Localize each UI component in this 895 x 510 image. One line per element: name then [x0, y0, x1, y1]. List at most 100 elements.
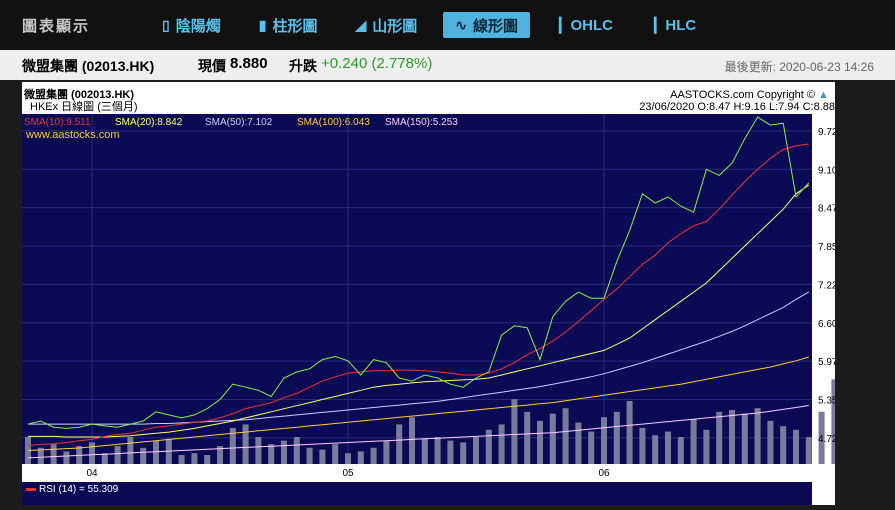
- volume-bar: [229, 428, 236, 464]
- copyright-text: AASTOCKS.com Copyright ©: [670, 89, 815, 101]
- current-price: 8.880: [230, 55, 268, 72]
- volume-bar: [690, 419, 697, 464]
- tab-bar[interactable]: ▮ 柱形圖: [258, 16, 318, 35]
- y-tick-label: 9.100: [818, 165, 835, 176]
- volume-bar: [703, 429, 710, 464]
- line-chart-icon: ∿: [455, 16, 467, 33]
- volume-bar: [50, 444, 57, 464]
- series-line-sma100: [27, 356, 809, 451]
- y-tick-label: 6.600: [818, 319, 835, 330]
- volume-bar: [805, 437, 812, 464]
- volume-bar: [127, 437, 134, 464]
- sma-legend-item: SMA(10):9.511: [24, 117, 91, 128]
- volume-bar: [511, 399, 518, 464]
- volume-bar: [562, 408, 569, 464]
- volume-bar: [153, 440, 159, 464]
- volume-bar: [370, 447, 377, 464]
- volume-bar: [114, 446, 121, 464]
- volume-bar: [281, 440, 287, 464]
- volume-bar: [613, 411, 620, 464]
- volume-bar: [293, 437, 300, 464]
- area-chart-icon: ◢: [355, 16, 367, 33]
- chart-settings-icon[interactable]: ▲: [818, 89, 829, 101]
- volume-bar: [345, 453, 351, 464]
- price-lines: [27, 116, 810, 459]
- volume-bar: [575, 422, 582, 464]
- price-plot-area: [22, 114, 812, 464]
- volume-bar: [741, 413, 748, 464]
- top-toolbar: 圖表顯示 ▯ 陰陽燭 ▮ 柱形圖 ◢ 山形圖 ∿ 線形圖 ┃ OHLC ┃ HLC: [0, 0, 895, 50]
- volume-bar: [63, 451, 70, 464]
- volume-bar: [626, 401, 633, 464]
- rsi-legend-swatch: [26, 488, 36, 491]
- grid-lines: [22, 114, 812, 464]
- volume-bar: [780, 426, 787, 464]
- volume-bar: [665, 431, 671, 464]
- price-chart: 微盟集團 (002013.HK) HKEx 日線圖 (三個月) AASTOCKS…: [22, 87, 851, 505]
- series-line-sma150: [27, 405, 809, 459]
- volume-bar: [447, 440, 454, 464]
- last-updated: 最後更新: 2020-06-23 14:26: [724, 60, 874, 74]
- volume-bar: [498, 424, 505, 464]
- series-line-sma50: [28, 291, 810, 425]
- volume-bar: [818, 411, 825, 464]
- chart-panel: 微盟集團 (002013.HK) HKEx 日線圖 (三個月) AASTOCKS…: [22, 82, 851, 505]
- volume-bar: [421, 438, 428, 464]
- volume-bar: [473, 437, 479, 464]
- volume-bar: [729, 410, 735, 464]
- volume-bar: [319, 449, 326, 464]
- chart-stock-name: 微盟集團 (002013.HK): [23, 87, 134, 101]
- volume-bar: [460, 442, 467, 464]
- volume-bar: [588, 431, 595, 464]
- sma-legend: SMA(10):9.511 SMA(20):8.842 SMA(50):7.102 S…: [24, 117, 458, 128]
- volume-bar: [191, 453, 198, 464]
- price-change: +0.240 (2.778%): [321, 55, 433, 72]
- volume-bar: [537, 420, 543, 464]
- volume-bar: [306, 447, 313, 464]
- volume-bar: [101, 453, 108, 464]
- y-tick-label: 5.975: [818, 357, 835, 368]
- sma-legend-item: SMA(50):7.102: [205, 117, 273, 128]
- ohlc-readout: 23/06/2020 O:8.47 H:9.16 L:7.94 C:8.88: [639, 101, 835, 113]
- volume-bar: [396, 424, 403, 464]
- y-tick-label: 9.725: [818, 127, 835, 138]
- tab-ohlc[interactable]: ┃ OHLC: [556, 16, 613, 34]
- y-tick-label: 7.850: [818, 242, 835, 253]
- volume-bar: [178, 455, 185, 464]
- volume-bar: [357, 451, 364, 464]
- sma-legend-item: SMA(150):5.253: [385, 117, 458, 128]
- price-label: 現價: [198, 58, 226, 74]
- volume-bars: [25, 379, 851, 464]
- y-axis-ticks: 9.725 9.100 8.475 7.850 7.225 6.600 5.975 5.350…: [818, 127, 843, 445]
- x-tick-label: 06: [598, 468, 610, 479]
- rsi-legend: RSI (14) = 55.309: [39, 484, 119, 495]
- rsi-plot-area: [22, 482, 812, 505]
- volume-bar: [754, 408, 761, 464]
- series-line-sma10: [27, 143, 809, 447]
- volume-bar: [639, 428, 646, 464]
- y-tick-label: 4.725: [818, 434, 835, 445]
- stock-name: 微盟集團 (02013.HK): [22, 58, 155, 74]
- volume-bar: [37, 447, 44, 464]
- ohlc-icon: ┃: [556, 16, 565, 33]
- volume-bar: [332, 444, 339, 464]
- series-line-close: [27, 116, 810, 429]
- chart-type-tabs: ▯ 陰陽燭 ▮ 柱形圖 ◢ 山形圖 ∿ 線形圖 ┃ OHLC ┃ HLC: [150, 12, 722, 38]
- tab-line[interactable]: ∿ 線形圖: [443, 12, 531, 38]
- volume-bar: [140, 447, 147, 464]
- volume-bar: [524, 411, 531, 464]
- sma-legend-item: SMA(100):6.043: [297, 117, 370, 128]
- volume-bar: [89, 442, 95, 464]
- volume-bar: [652, 435, 659, 464]
- volume-bar: [255, 437, 262, 464]
- y-tick-label: 5.350: [818, 396, 835, 407]
- volume-bar: [549, 413, 556, 464]
- tab-candlestick[interactable]: ▯ 陰陽燭: [162, 16, 221, 35]
- sma-legend-item: SMA(20):8.842: [115, 117, 183, 128]
- website-watermark: www.aastocks.com: [25, 129, 120, 141]
- tab-hlc[interactable]: ┃ HLC: [650, 16, 697, 34]
- tab-area[interactable]: ◢ 山形圖: [355, 16, 418, 35]
- volume-bar: [767, 420, 774, 464]
- candlestick-icon: ▯: [162, 16, 170, 33]
- chart-subtitle: HKEx 日線圖 (三個月): [30, 99, 138, 113]
